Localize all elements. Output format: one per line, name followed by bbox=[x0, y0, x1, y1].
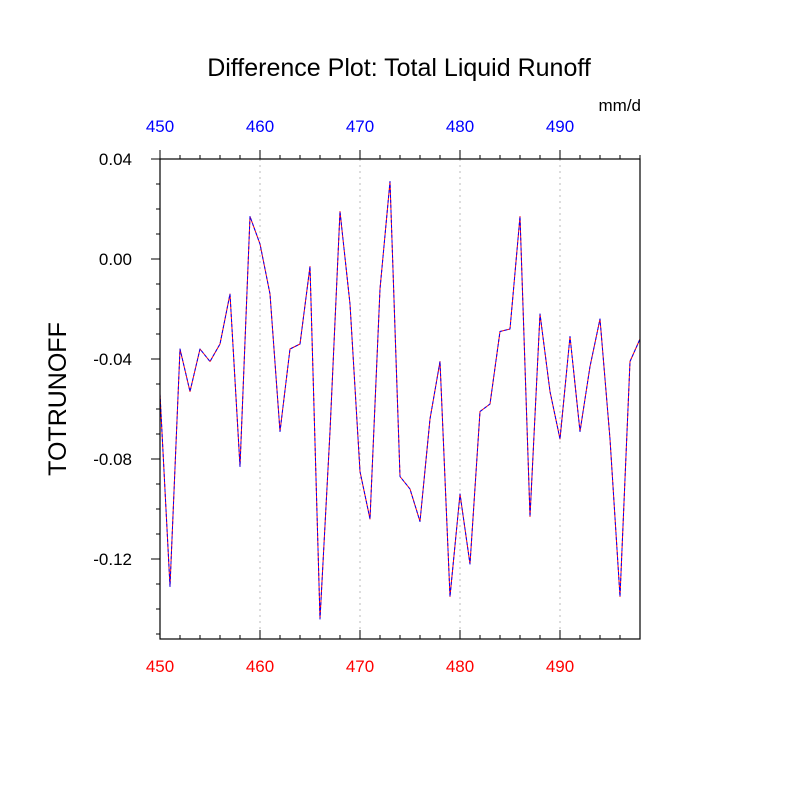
x-tick-label-top: 480 bbox=[446, 117, 474, 136]
x-tick-label-top: 460 bbox=[246, 117, 274, 136]
units-label: mm/d bbox=[599, 96, 642, 115]
y-tick-label: -0.04 bbox=[93, 350, 132, 369]
x-tick-label-bottom: 490 bbox=[546, 657, 574, 676]
data-series-line bbox=[159, 181, 641, 620]
x-tick-label-top: 490 bbox=[546, 117, 574, 136]
y-axis-label: TOTRUNOFF bbox=[44, 322, 72, 476]
x-tick-label-top: 450 bbox=[146, 117, 174, 136]
y-tick-label: -0.12 bbox=[93, 550, 132, 569]
plot-frame bbox=[159, 158, 641, 640]
x-tick-label-bottom: 460 bbox=[246, 657, 274, 676]
y-tick-label: 0.04 bbox=[99, 150, 132, 169]
x-tick-label-bottom: 480 bbox=[446, 657, 474, 676]
axis-ticks: 450 450 460 460 470 470 480 480 490 490 0.04 0.00 -0… bbox=[93, 117, 641, 676]
grid-lines bbox=[259, 159, 561, 639]
y-tick-label: -0.08 bbox=[93, 450, 132, 469]
plot-series bbox=[159, 181, 641, 620]
x-tick-label-bottom: 450 bbox=[146, 657, 174, 676]
chart-title: Difference Plot: Total Liquid Runoff bbox=[207, 54, 591, 82]
x-tick-label-top: 470 bbox=[346, 117, 374, 136]
data-series-line bbox=[159, 181, 641, 620]
y-tick-label: 0.00 bbox=[99, 250, 132, 269]
x-tick-label-bottom: 470 bbox=[346, 657, 374, 676]
